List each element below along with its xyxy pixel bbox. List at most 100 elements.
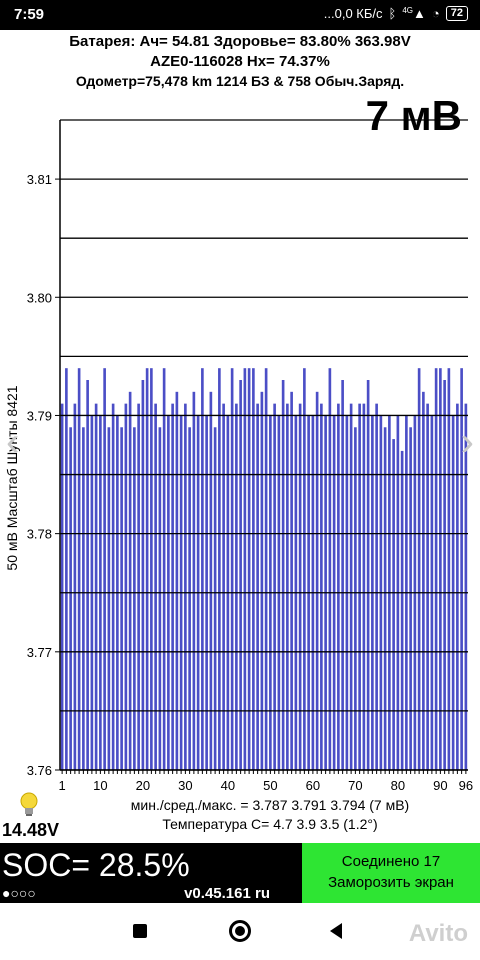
x-tick-label: 30 <box>178 778 192 793</box>
cell-bar <box>443 380 446 770</box>
y-tick-label: 3.79 <box>27 408 52 423</box>
x-tick-label: 70 <box>348 778 362 793</box>
chevron-right-icon[interactable]: › <box>460 420 474 464</box>
cell-bar <box>341 380 344 770</box>
cell-voltage-chart[interactable]: 3.76 3.77 3.78 3.79 3.80 3.81 1 10 20 30 40 50 60 70 8… <box>0 100 480 800</box>
battery-icon: 72 <box>445 6 468 21</box>
cell-bar <box>260 391 264 770</box>
soc-value: SOC= 28.5% <box>2 847 190 883</box>
y-tick-label: 3.77 <box>27 645 52 660</box>
cell-stats: мин./сред./макс. = 3.787 3.791 3.794 (7 … <box>130 797 410 813</box>
battery-level: 72 <box>450 7 463 19</box>
cell-bar <box>256 403 259 770</box>
cell-bar <box>366 380 370 770</box>
recent-apps-icon[interactable] <box>133 924 147 938</box>
cell-bar <box>273 403 276 770</box>
cell-bar <box>315 391 319 770</box>
cell-bar <box>328 368 332 770</box>
cell-bar <box>417 368 421 770</box>
cell-bar <box>239 380 242 770</box>
cell-bar <box>426 403 429 770</box>
cell-bar <box>171 403 174 770</box>
cell-bar <box>337 403 340 770</box>
temperature-stats: Температура С= 4.7 3.9 3.5 (1.2°) <box>162 816 378 832</box>
cell-bar <box>286 403 289 770</box>
connection-status: Соединено 17 <box>341 853 441 870</box>
bluetooth-icon: ᛒ <box>388 6 397 21</box>
cell-bar <box>111 403 115 770</box>
cell-bar <box>434 368 438 770</box>
x-tick-label: 20 <box>136 778 150 793</box>
cell-bar <box>150 368 153 770</box>
wifi-icon: ◔ <box>431 6 440 21</box>
cell-bar <box>107 427 111 770</box>
cell-bar <box>175 391 179 770</box>
cell-bar <box>290 391 293 770</box>
cell-bar <box>409 427 412 770</box>
cell-bar <box>243 368 247 770</box>
y-tick-label: 3.78 <box>27 527 52 542</box>
cell-bar <box>230 368 234 770</box>
soc-panel[interactable]: SOC= 28.5% ●○○○ v0.45.161 ru <box>0 843 302 903</box>
app-version: v0.45.161 ru <box>184 885 270 902</box>
cell-bar <box>264 368 268 770</box>
cell-bar <box>65 368 68 770</box>
cell-bar <box>128 391 132 770</box>
cell-bar <box>218 368 221 770</box>
x-tick-label: 10 <box>93 778 107 793</box>
cell-bar <box>77 368 81 770</box>
home-icon[interactable] <box>229 920 251 942</box>
signal-type: 4G <box>402 6 414 15</box>
nav-bar <box>0 903 480 960</box>
cell-bar <box>252 368 255 770</box>
cell-bar <box>158 427 162 770</box>
x-tick-label: 60 <box>306 778 320 793</box>
cell-bar <box>213 427 217 770</box>
battery-summary: Батарея: Ач= 54.81 Здоровье= 83.80% 363.… <box>69 33 411 50</box>
cell-bar <box>124 403 128 770</box>
cell-bar <box>94 403 98 770</box>
cell-bar <box>201 368 204 770</box>
cell-bar <box>422 391 425 770</box>
cell-bar <box>320 403 323 770</box>
x-tick-label: 90 <box>433 778 447 793</box>
lightbulb-icon[interactable] <box>18 792 40 818</box>
cell-bar <box>349 403 353 770</box>
signal-icon: 4G▲ <box>402 6 426 21</box>
freeze-screen-button[interactable]: Соединено 17 Заморозить экран <box>302 843 480 903</box>
chevron-left-icon[interactable]: ‹ <box>6 420 20 464</box>
clock: 7:59 <box>14 6 45 23</box>
status-icons: ...0,0 КБ/с ᛒ 4G▲ ◔ 72 <box>324 6 468 21</box>
cell-bar <box>162 368 166 770</box>
back-icon[interactable] <box>330 923 342 939</box>
cell-bar <box>392 439 395 770</box>
x-tick-label: 80 <box>391 778 405 793</box>
pack-voltage: 14.48V <box>2 820 60 840</box>
cell-bar <box>298 403 302 770</box>
cell-bar <box>447 368 451 770</box>
delta-mv-label: 7 мВ <box>365 92 462 139</box>
cell-bar <box>73 403 77 770</box>
network-speed: ...0,0 КБ/с <box>323 6 383 21</box>
odometer: Одометр=75,478 km 1214 БЗ & 758 Обыч.Зар… <box>75 73 405 89</box>
freeze-screen-label: Заморозить экран <box>328 874 454 891</box>
cell-bar <box>464 403 468 770</box>
cell-bar <box>154 403 157 770</box>
cell-bar <box>209 391 213 770</box>
watermark: Avito <box>408 920 468 947</box>
cell-bar <box>120 427 123 770</box>
page-dots[interactable]: ●○○○ <box>2 885 36 901</box>
cell-bar <box>60 403 64 770</box>
x-tick-label: 40 <box>221 778 235 793</box>
status-bar: 7:59 ...0,0 КБ/с ᛒ 4G▲ ◔ 72 <box>0 0 480 30</box>
cell-bar <box>82 427 85 770</box>
cell-bar <box>460 368 463 770</box>
y-tick-label: 3.76 <box>27 763 52 778</box>
cell-bar <box>439 368 442 770</box>
cell-bar <box>400 450 404 770</box>
cell-bar <box>141 380 145 770</box>
cell-bar <box>69 427 72 770</box>
cell-bar <box>358 403 361 770</box>
cell-bar <box>133 427 136 770</box>
y-axis-label: 50 мВ Масштаб Шунты 8421 <box>4 385 20 571</box>
